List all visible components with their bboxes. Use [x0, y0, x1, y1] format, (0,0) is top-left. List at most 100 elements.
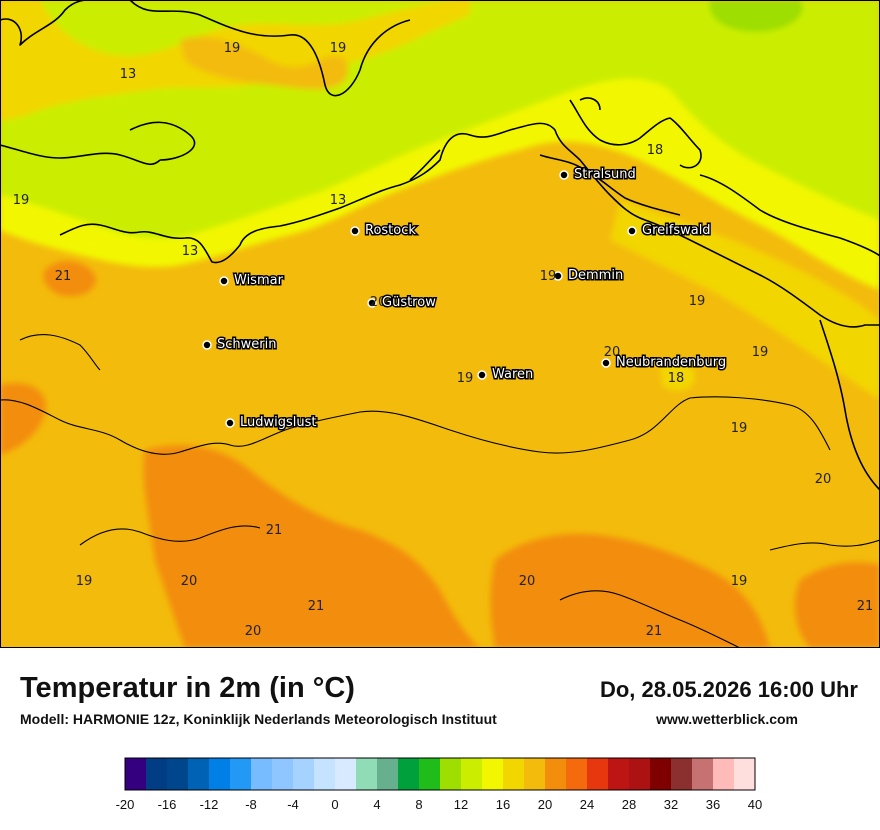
temp-label: 21 [266, 523, 283, 538]
city-dot-neubrandenburg [601, 358, 611, 368]
temp-label: 21 [646, 624, 663, 639]
forecast-datetime: Do, 28.05.2026 16:00 Uhr [599, 677, 858, 702]
legend-frame [124, 757, 756, 791]
legend-swatch [188, 758, 210, 790]
temp-label: 19 [224, 41, 241, 56]
zone-orange-southwest [143, 445, 481, 648]
legend-tick-label: 0 [331, 797, 338, 812]
temp-label: 13 [182, 244, 199, 259]
color-legend: -20 -16 -12 -8 -4 0 4 8 12 16 20 24 28 32 36 40 [116, 757, 763, 812]
legend-tick-label: 8 [415, 797, 422, 812]
city-dot-ludwigslust [225, 418, 235, 428]
legend-swatch [440, 758, 462, 790]
legend-swatch [272, 758, 294, 790]
legend-swatch [650, 758, 672, 790]
temp-label: 21 [308, 599, 325, 614]
legend-swatch [356, 758, 378, 790]
city-names: Stralsund Rostock Greifswald Wismar Demm… [216, 166, 728, 432]
legend-swatch [692, 758, 714, 790]
city-label-schwerin: Schwerin [217, 337, 276, 352]
temp-label: 20 [181, 574, 198, 589]
temp-label: 18 [668, 371, 685, 386]
legend-swatches [124, 757, 756, 791]
temp-label: 20 [370, 295, 387, 310]
legend-swatch [713, 758, 735, 790]
city-dot-stralsund [559, 170, 569, 180]
state-borders [0, 334, 880, 648]
temp-label: 20 [604, 345, 621, 360]
legend-swatch [608, 758, 630, 790]
legend-swatch [230, 758, 252, 790]
temp-label: 18 [647, 143, 664, 158]
zone-yellow-spot-neubrandenburg [660, 360, 695, 391]
map-title: Temperatur in 2m (in °C) [20, 672, 355, 704]
legend-swatch [734, 758, 756, 790]
city-label-greifswald: Greifswald [642, 223, 711, 238]
city-label-waren: Waren [492, 367, 533, 382]
coastlines [0, 0, 880, 491]
temp-label: 19 [603, 269, 620, 284]
city-label-ludwigslust: Ludwigslust [240, 415, 317, 430]
legend-tick-label: -20 [116, 797, 135, 812]
temperature-labels: 19 19 13 18 19 13 13 21 19 20 19 19 20 1… [13, 41, 874, 639]
legend-swatch [461, 758, 483, 790]
temp-label: 13 [120, 67, 137, 82]
zone-orange-south-center [490, 533, 770, 648]
temp-label: 13 [330, 193, 347, 208]
legend-swatch [209, 758, 231, 790]
city-markers [202, 170, 637, 428]
city-label-guestrow: Güstrow [382, 295, 436, 310]
legend-tick-label: 16 [496, 797, 510, 812]
legend-swatch [545, 758, 567, 790]
legend-tick-label: 24 [580, 797, 594, 812]
city-dot-schwerin [202, 340, 212, 350]
legend-swatch [167, 758, 189, 790]
legend-swatch [482, 758, 504, 790]
temp-label: 19 [330, 41, 347, 56]
temperature-map: 19 19 13 18 19 13 13 21 19 20 19 19 20 1… [0, 0, 880, 648]
temp-label: 19 [752, 345, 769, 360]
city-dot-greifswald [627, 226, 637, 236]
legend-swatch [146, 758, 168, 790]
legend-swatch [503, 758, 525, 790]
city-dot-waren [477, 370, 487, 380]
zone-orange-west-edge [0, 383, 46, 455]
temp-label: 19 [540, 269, 557, 284]
legend-swatch [293, 758, 315, 790]
legend-swatch [398, 758, 420, 790]
legend-tick-label: 40 [748, 797, 762, 812]
temp-label: 19 [731, 574, 748, 589]
temp-label: 19 [689, 294, 706, 309]
legend-swatch [587, 758, 609, 790]
city-label-demmin: Demmin [568, 268, 623, 283]
city-dot-wismar [219, 276, 229, 286]
city-dot-guestrow [367, 298, 377, 308]
zone-yellow-east [610, 200, 880, 400]
legend-swatch [566, 758, 588, 790]
temp-label: 19 [76, 574, 93, 589]
zone-orange-west-islands [180, 36, 349, 90]
zone-orange-se [794, 562, 880, 648]
website-link[interactable]: www.wetterblick.com [656, 711, 798, 727]
city-label-stralsund: Stralsund [574, 167, 636, 182]
legend-tick-label: -4 [287, 797, 299, 812]
temp-label: 20 [519, 574, 536, 589]
legend-ticks: -20 -16 -12 -8 -4 0 4 8 12 16 20 24 28 32 36 40 [116, 797, 763, 812]
legend-tick-label: 28 [622, 797, 636, 812]
legend-tick-label: -16 [158, 797, 177, 812]
legend-tick-label: -12 [200, 797, 219, 812]
temp-label: 21 [857, 599, 874, 614]
city-label-rostock: Rostock [365, 223, 416, 238]
temp-label: 20 [815, 472, 832, 487]
legend-swatch [671, 758, 693, 790]
legend-tick-label: -8 [245, 797, 257, 812]
temp-label: 19 [457, 371, 474, 386]
zone-green-ne [709, 0, 803, 33]
legend-swatch [377, 758, 399, 790]
legend-tick-label: 20 [538, 797, 552, 812]
temp-label: 19 [13, 193, 30, 208]
legend-swatch [314, 758, 336, 790]
legend-swatch [335, 758, 357, 790]
legend-swatch [629, 758, 651, 790]
city-dot-demmin [553, 271, 563, 281]
